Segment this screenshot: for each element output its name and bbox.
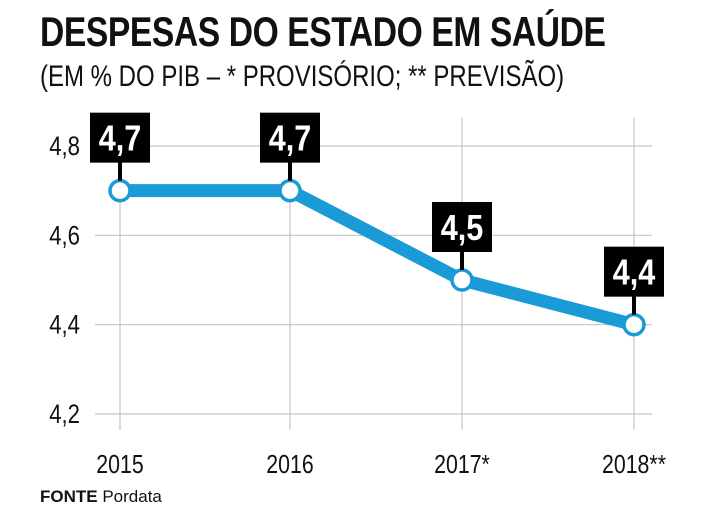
data-label: 4,4 — [613, 253, 656, 293]
data-point — [450, 268, 474, 292]
source-note: FONTE Pordata — [40, 487, 162, 507]
y-tick-label: 4,4 — [49, 311, 80, 341]
data-label: 4,7 — [269, 119, 312, 159]
series-layer — [108, 178, 646, 337]
data-point — [278, 178, 302, 203]
data-label: 4,7 — [99, 119, 142, 159]
chart-title: DESPESAS DO ESTADO EM SAÚDE — [40, 8, 606, 55]
data-label-box — [432, 202, 492, 252]
y-tick-label: 4,8 — [49, 132, 80, 162]
grid-layer — [95, 118, 652, 430]
x-tick-label: 2015 — [96, 450, 143, 480]
y-axis-ticks: 4,2 4,4 4,6 4,8 — [49, 132, 80, 430]
x-tick-label: 2018** — [602, 450, 666, 480]
data-point — [622, 312, 646, 337]
data-point — [108, 178, 132, 203]
y-tick-label: 4,2 — [49, 400, 80, 430]
data-label-layer: 4,7 4,7 4,5 4,4 — [90, 112, 664, 315]
data-label-box — [90, 112, 150, 163]
data-label-box — [604, 246, 664, 297]
x-tick-label: 2016 — [266, 450, 313, 480]
x-axis-ticks: 2015 2016 2017* 2018** — [96, 450, 666, 480]
x-tick-label: 2017* — [434, 450, 490, 480]
series-line — [113, 184, 641, 332]
y-tick-label: 4,6 — [49, 221, 80, 251]
source-value: Pordata — [102, 487, 162, 506]
chart-subtitle: (EM % DO PIB – * PROVISÓRIO; ** PREVISÃO… — [40, 60, 565, 93]
data-label-box — [260, 112, 320, 163]
data-label: 4,5 — [441, 209, 484, 249]
source-key: FONTE — [40, 487, 98, 506]
